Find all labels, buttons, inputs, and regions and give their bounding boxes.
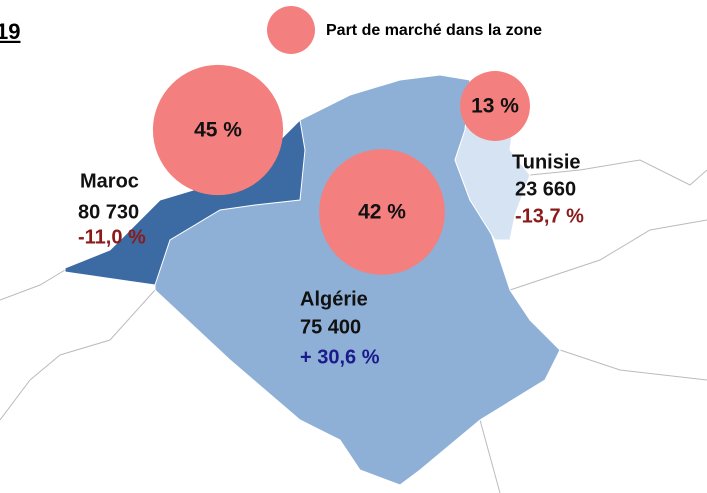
country-name: Algérie [300, 288, 368, 310]
share-bubble [152, 64, 284, 196]
country-value: 75 400 [300, 316, 361, 338]
morocco-shape [64, 118, 306, 286]
share-label: 45 % [194, 119, 242, 142]
country-name: Tunisie [512, 151, 581, 173]
share-label: 13 % [471, 95, 519, 118]
country-value: 23 660 [515, 178, 576, 200]
legend-label: Part de marché dans la zone [326, 22, 542, 39]
country-change: -13,7 % [515, 205, 584, 227]
title: 19 [0, 19, 20, 44]
share-label: 42 % [358, 201, 406, 224]
country-name: Maroc [80, 170, 139, 192]
share-bubble [460, 71, 530, 141]
legend-marker [267, 6, 315, 54]
country-change: -11,0 % [78, 226, 146, 248]
share-bubble [319, 149, 445, 275]
neighbor-borders [0, 159, 707, 493]
country-change: + 30,6 % [300, 346, 380, 368]
country-value: 80 730 [78, 201, 139, 223]
